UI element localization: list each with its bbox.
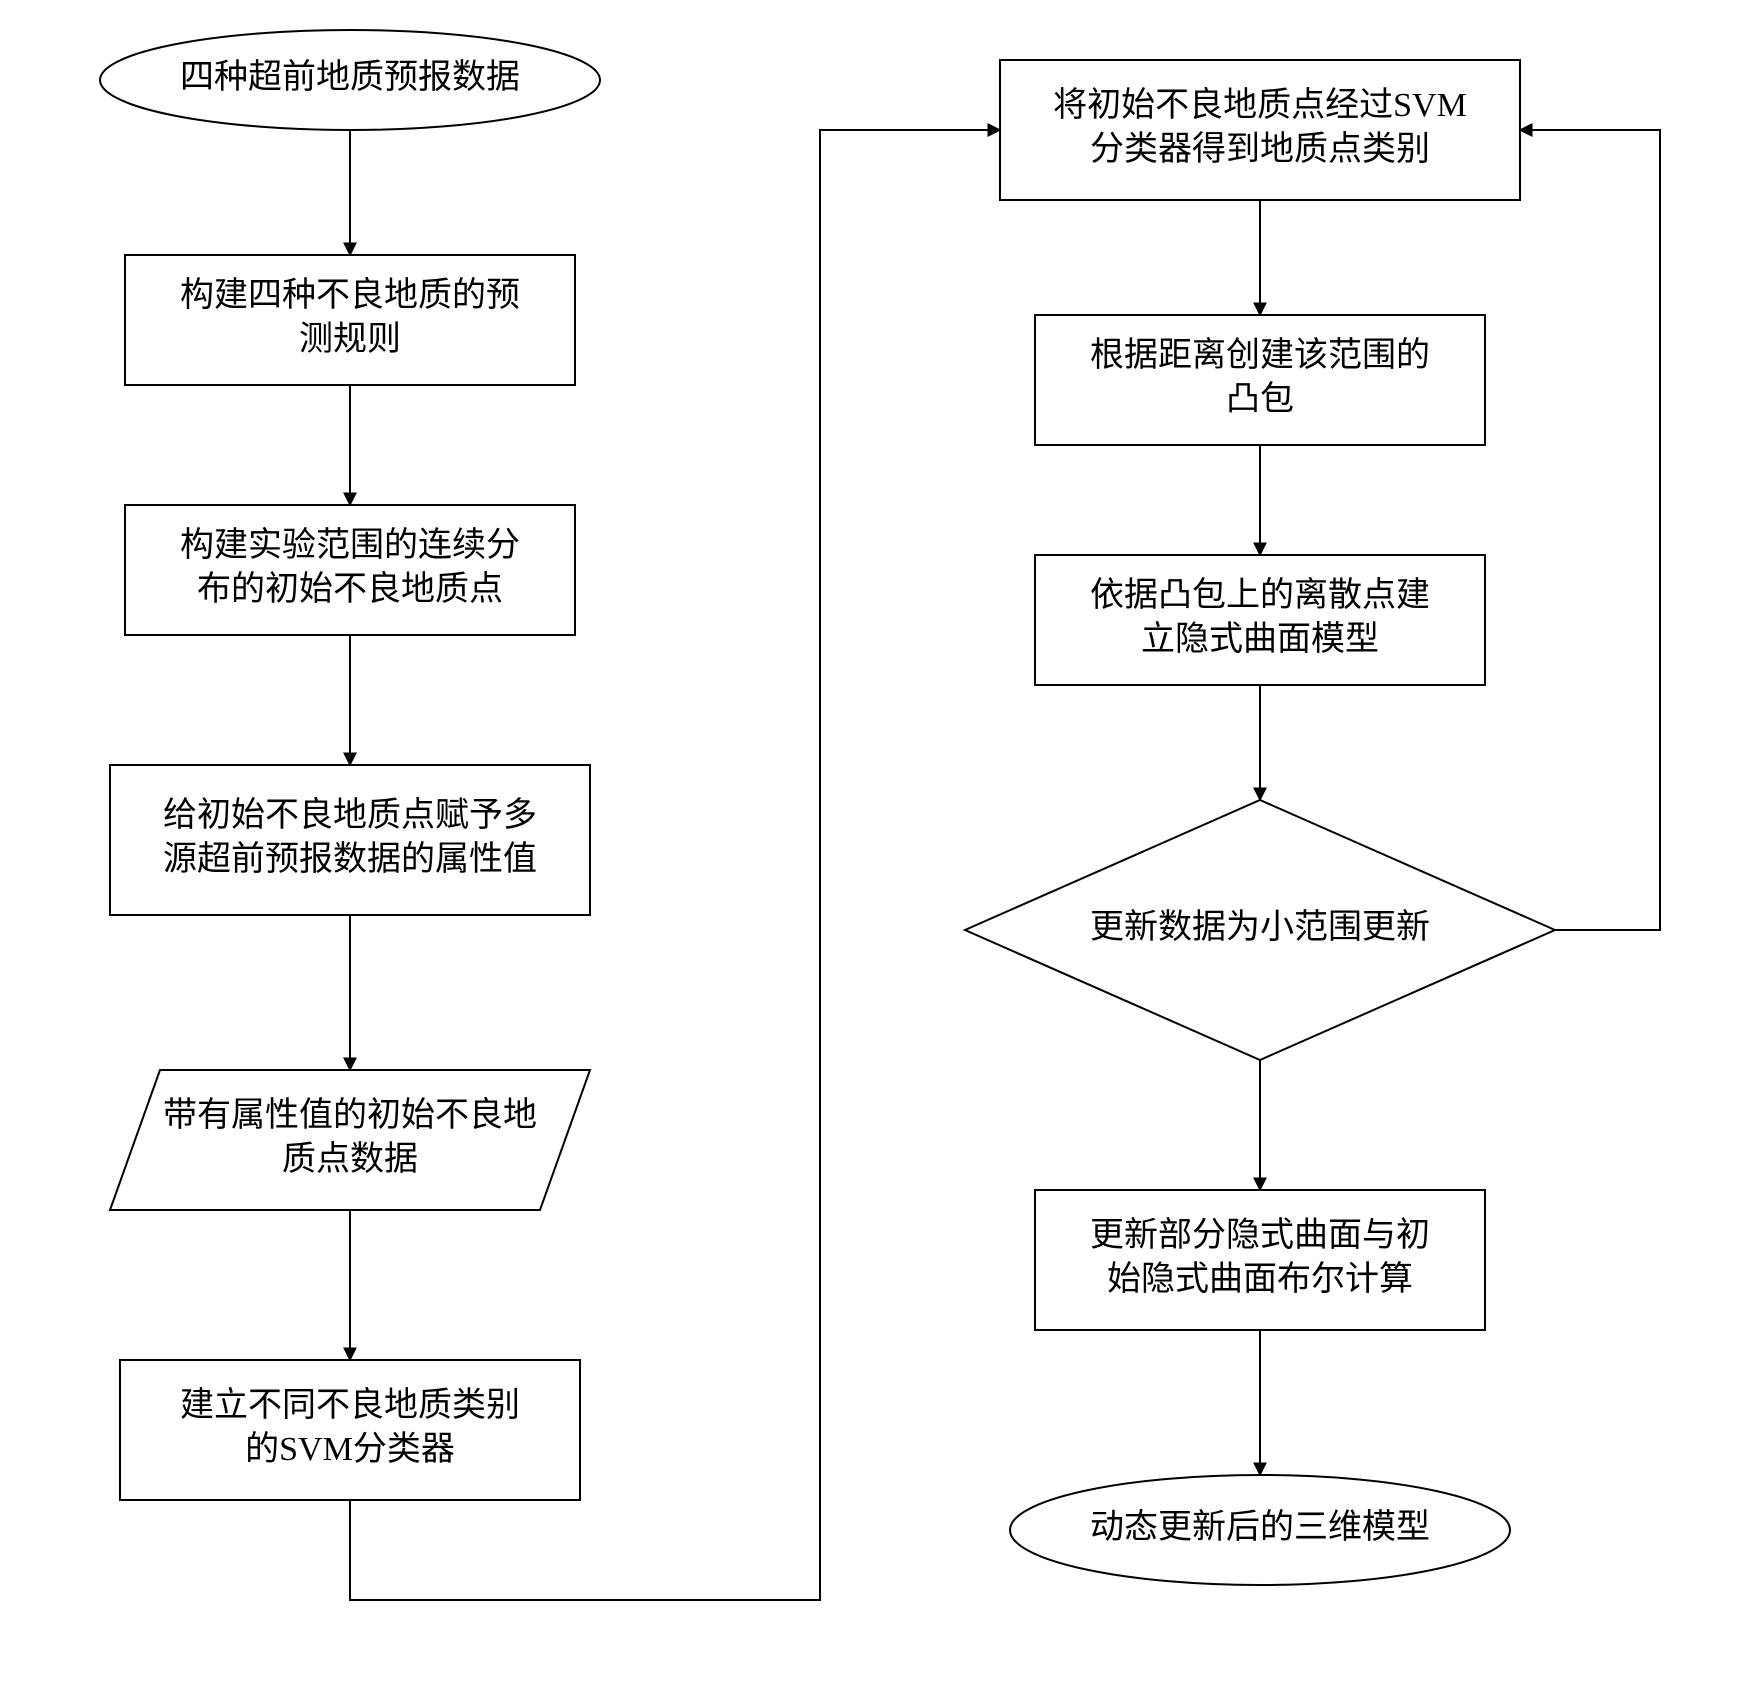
node-text-n6-line1: 的SVM分类器 bbox=[245, 1430, 455, 1468]
node-n8: 根据距离创建该范围的凸包 bbox=[1035, 315, 1485, 445]
node-text-n5-line1: 质点数据 bbox=[282, 1140, 418, 1178]
edge-11 bbox=[1520, 130, 1660, 930]
node-n5: 带有属性值的初始不良地质点数据 bbox=[110, 1070, 590, 1210]
node-n1: 四种超前地质预报数据 bbox=[100, 30, 600, 130]
node-text-n5-line0: 带有属性值的初始不良地 bbox=[163, 1096, 537, 1134]
node-n4: 给初始不良地质点赋予多源超前预报数据的属性值 bbox=[110, 765, 590, 915]
node-text-n9-line1: 立隐式曲面模型 bbox=[1141, 620, 1379, 658]
nodes: 四种超前地质预报数据构建四种不良地质的预测规则构建实验范围的连续分布的初始不良地… bbox=[100, 30, 1555, 1585]
node-text-n2-line1: 测规则 bbox=[299, 321, 401, 358]
node-n3: 构建实验范围的连续分布的初始不良地质点 bbox=[125, 505, 575, 635]
node-text-n12-line0: 动态更新后的三维模型 bbox=[1090, 1508, 1430, 1546]
node-n2: 构建四种不良地质的预测规则 bbox=[125, 255, 575, 385]
node-text-n3-line0: 构建实验范围的连续分 bbox=[180, 526, 520, 564]
node-n7: 将初始不良地质点经过SVM 分类器得到地质点类别 bbox=[1000, 60, 1520, 200]
node-text-n11-line0: 更新部分隐式曲面与初 bbox=[1090, 1216, 1430, 1254]
node-text-n6-line0: 建立不同不良地质类别 bbox=[180, 1386, 520, 1424]
node-text-n9-line0: 依据凸包上的离散点建 bbox=[1090, 576, 1430, 614]
node-text-n7-line0: 将初始不良地质点经过SVM bbox=[1053, 86, 1467, 124]
node-text-n7-line1: 分类器得到地质点类别 bbox=[1090, 130, 1430, 168]
node-n12: 动态更新后的三维模型 bbox=[1010, 1475, 1510, 1585]
node-text-n4-line0: 给初始不良地质点赋予多 bbox=[163, 796, 537, 834]
node-text-n4-line1: 源超前预报数据的属性值 bbox=[163, 840, 537, 878]
node-text-n3-line1: 布的初始不良地质点 bbox=[197, 570, 503, 608]
node-text-n10-line0: 更新数据为小范围更新 bbox=[1090, 908, 1430, 946]
node-text-n2-line0: 构建四种不良地质的预 bbox=[180, 276, 520, 314]
node-text-n8-line1: 凸包 bbox=[1226, 380, 1294, 418]
node-n6: 建立不同不良地质类别的SVM分类器 bbox=[120, 1360, 580, 1500]
node-n11: 更新部分隐式曲面与初始隐式曲面布尔计算 bbox=[1035, 1190, 1485, 1330]
node-n10: 更新数据为小范围更新 bbox=[965, 800, 1555, 1060]
node-n9: 依据凸包上的离散点建立隐式曲面模型 bbox=[1035, 555, 1485, 685]
node-text-n11-line1: 始隐式曲面布尔计算 bbox=[1107, 1260, 1413, 1298]
node-text-n1-line0: 四种超前地质预报数据 bbox=[180, 58, 520, 96]
node-text-n8-line0: 根据距离创建该范围的 bbox=[1090, 336, 1430, 374]
